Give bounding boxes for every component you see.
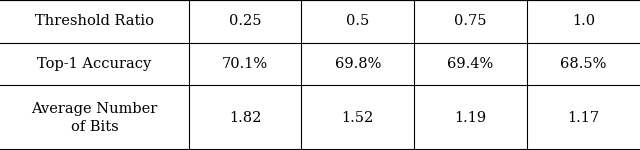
Text: 0.75: 0.75 — [454, 14, 486, 28]
Text: 70.1%: 70.1% — [222, 57, 268, 71]
Text: 1.52: 1.52 — [342, 111, 374, 125]
Text: 1.19: 1.19 — [454, 111, 486, 125]
Text: 1.17: 1.17 — [567, 111, 600, 125]
Text: 0.25: 0.25 — [229, 14, 261, 28]
Text: Top-1 Accuracy: Top-1 Accuracy — [37, 57, 152, 71]
Text: 69.8%: 69.8% — [335, 57, 381, 71]
Text: Threshold Ratio: Threshold Ratio — [35, 14, 154, 28]
Text: 1.82: 1.82 — [229, 111, 261, 125]
Text: 69.4%: 69.4% — [447, 57, 493, 71]
Text: Average Number
of Bits: Average Number of Bits — [31, 102, 157, 134]
Text: 0.5: 0.5 — [346, 14, 369, 28]
Text: 68.5%: 68.5% — [560, 57, 607, 71]
Text: 1.0: 1.0 — [572, 14, 595, 28]
